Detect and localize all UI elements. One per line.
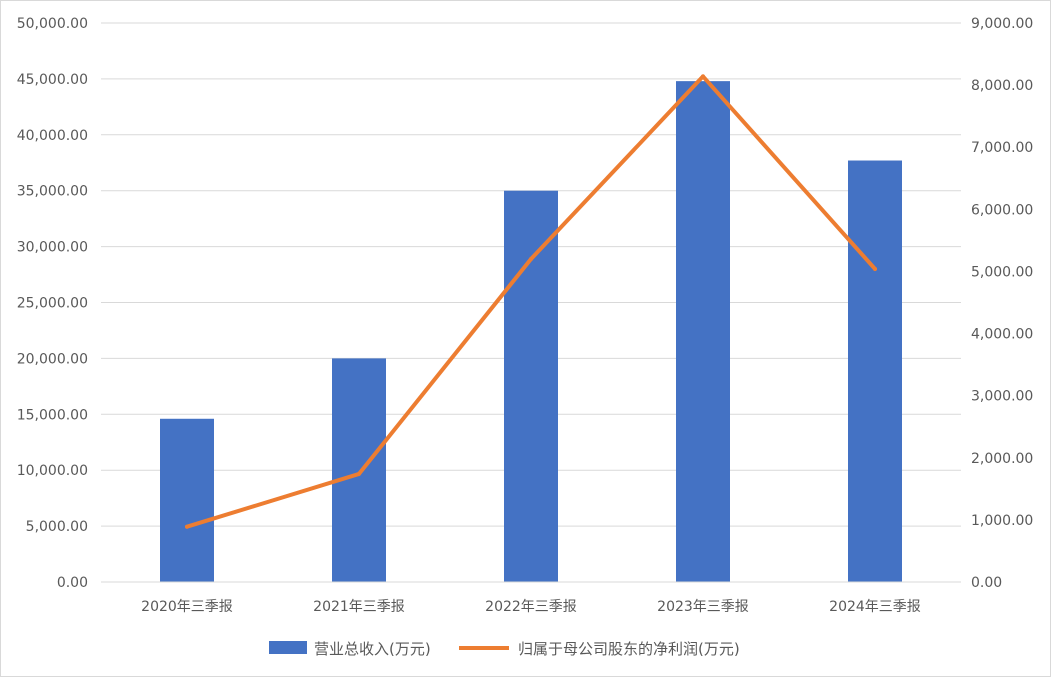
right-tick-label: 4,000.00 <box>971 327 1033 343</box>
x-tick-label: 2020年三季报 <box>141 599 233 615</box>
line-point <box>701 74 705 79</box>
left-tick-label: 45,000.00 <box>17 72 88 88</box>
bar <box>848 160 902 582</box>
x-tick-label: 2023年三季报 <box>657 599 749 615</box>
left-tick-label: 10,000.00 <box>17 463 88 479</box>
left-tick-label: 40,000.00 <box>17 128 88 144</box>
x-axis: 2020年三季报 2021年三季报 2022年三季报 2023年三季报 2024年三季报 <box>101 581 961 615</box>
bar <box>504 190 558 582</box>
left-tick-label: 20,000.00 <box>17 351 88 367</box>
legend-bar-swatch <box>269 641 307 654</box>
right-tick-label: 2,000.00 <box>971 451 1033 467</box>
x-tick-label: 2021年三季报 <box>313 599 405 615</box>
line-point <box>357 471 361 476</box>
right-tick-label: 8,000.00 <box>971 78 1033 94</box>
left-tick-label: 50,000.00 <box>17 16 88 32</box>
left-tick-label: 0.00 <box>57 575 88 591</box>
right-y-axis: 0.00 1,000.00 2,000.00 3,000.00 4,000.00 5,00… <box>971 16 1033 591</box>
line-point <box>529 257 533 262</box>
legend-bar-label: 营业总收入(万元) <box>314 640 431 658</box>
right-tick-label: 5,000.00 <box>971 264 1033 280</box>
left-tick-label: 25,000.00 <box>17 296 88 312</box>
line-point <box>873 266 877 271</box>
x-tick-label: 2022年三季报 <box>485 599 577 615</box>
bar <box>332 358 386 582</box>
left-tick-label: 5,000.00 <box>26 519 88 535</box>
legend: 营业总收入(万元) 归属于母公司股东的净利润(万元) <box>269 640 740 658</box>
x-tick-label: 2024年三季报 <box>829 599 921 615</box>
bar <box>676 81 730 583</box>
right-tick-label: 7,000.00 <box>971 140 1033 156</box>
legend-line-label: 归属于母公司股东的净利润(万元) <box>518 640 740 658</box>
right-tick-label: 3,000.00 <box>971 389 1033 405</box>
right-tick-label: 0.00 <box>971 575 1002 591</box>
right-tick-label: 6,000.00 <box>971 202 1033 218</box>
right-tick-label: 1,000.00 <box>971 513 1033 529</box>
left-tick-label: 15,000.00 <box>17 407 88 423</box>
left-y-axis: 0.00 5,000.00 10,000.00 15,000.00 20,000.00 2… <box>17 16 88 591</box>
bar-series <box>160 81 902 583</box>
left-tick-label: 35,000.00 <box>17 184 88 200</box>
right-tick-label: 9,000.00 <box>971 16 1033 32</box>
left-tick-label: 30,000.00 <box>17 240 88 256</box>
line-point <box>185 524 189 529</box>
bar <box>160 418 214 582</box>
line-series <box>185 74 877 529</box>
